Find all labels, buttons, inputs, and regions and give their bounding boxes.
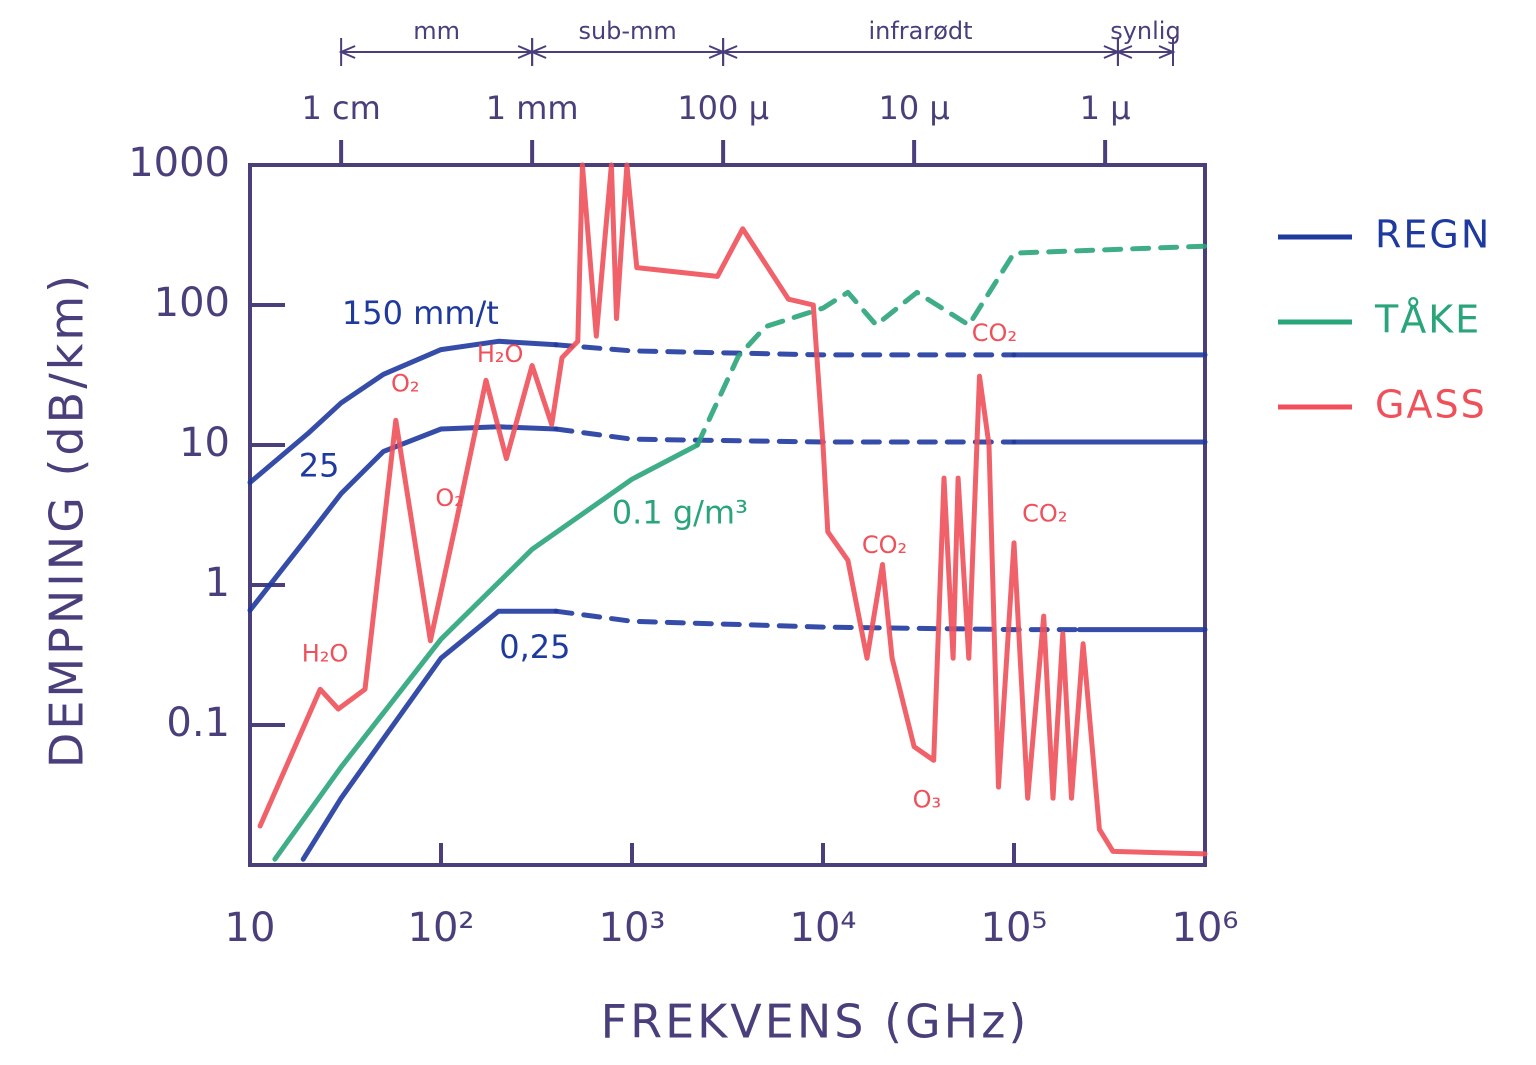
legend-label: TÅKE bbox=[1374, 298, 1481, 342]
band-label: sub-mm bbox=[578, 17, 676, 45]
x-tick-label: 10⁴ bbox=[790, 905, 857, 951]
y-tick-label: 100 bbox=[154, 280, 230, 326]
annotation: O₂ bbox=[435, 484, 464, 512]
curve bbox=[553, 426, 1017, 445]
annotation: CO₂ bbox=[1022, 499, 1067, 527]
curve-label: 25 bbox=[299, 447, 340, 485]
curve-label: 150 mm/t bbox=[342, 294, 499, 332]
x-tick-label: 10² bbox=[408, 905, 475, 951]
curve bbox=[247, 338, 559, 485]
curve-label: 0,25 bbox=[499, 628, 570, 666]
y-tick-label: 1000 bbox=[128, 140, 230, 186]
x-tick-label: 10⁶ bbox=[1172, 905, 1239, 951]
x2-tick-label: 10 μ bbox=[879, 89, 950, 127]
x-tick-label: 10 bbox=[225, 905, 276, 951]
curve bbox=[300, 608, 559, 862]
annotation: CO₂ bbox=[862, 531, 907, 559]
annotation: H₂O bbox=[477, 340, 524, 368]
band-label: mm bbox=[413, 17, 460, 45]
annotation: CO₂ bbox=[972, 319, 1017, 347]
band-label: infrarødt bbox=[868, 17, 972, 45]
x-axis-title: FREKVENS (GHz) bbox=[601, 995, 1030, 1049]
curve bbox=[257, 162, 1208, 857]
curve bbox=[272, 442, 700, 862]
curve-label: 0.1 g/m³ bbox=[612, 493, 748, 531]
x2-tick-label: 1 μ bbox=[1080, 89, 1131, 127]
plot-frame bbox=[248, 163, 1207, 867]
y-axis-title: DEMPNING (dB/km) bbox=[40, 272, 94, 768]
y-tick-label: 0.1 bbox=[166, 700, 230, 746]
x2-tick-label: 1 mm bbox=[486, 89, 579, 127]
x2-tick-label: 100 μ bbox=[677, 89, 769, 127]
y-tick-label: 10 bbox=[179, 420, 230, 466]
curve bbox=[553, 342, 1017, 358]
annotation: O₃ bbox=[913, 785, 942, 813]
band-arrow bbox=[1115, 45, 1133, 59]
annotation: H₂O bbox=[302, 639, 349, 667]
legend-label: REGN bbox=[1375, 213, 1491, 257]
band-arrow bbox=[529, 45, 547, 59]
annotation: O₂ bbox=[391, 370, 420, 398]
band-label: synlig bbox=[1110, 17, 1181, 45]
curve bbox=[553, 608, 1082, 633]
x-tick-label: 10⁵ bbox=[981, 905, 1048, 951]
band-arrow bbox=[338, 45, 356, 59]
x2-tick-label: 1 cm bbox=[301, 89, 380, 127]
legend-label: GASS bbox=[1375, 383, 1487, 427]
curve bbox=[694, 243, 1208, 448]
x-tick-label: 10³ bbox=[599, 905, 666, 951]
band-arrow bbox=[1158, 45, 1176, 59]
band-arrow bbox=[720, 45, 738, 59]
y-tick-label: 1 bbox=[205, 560, 230, 606]
